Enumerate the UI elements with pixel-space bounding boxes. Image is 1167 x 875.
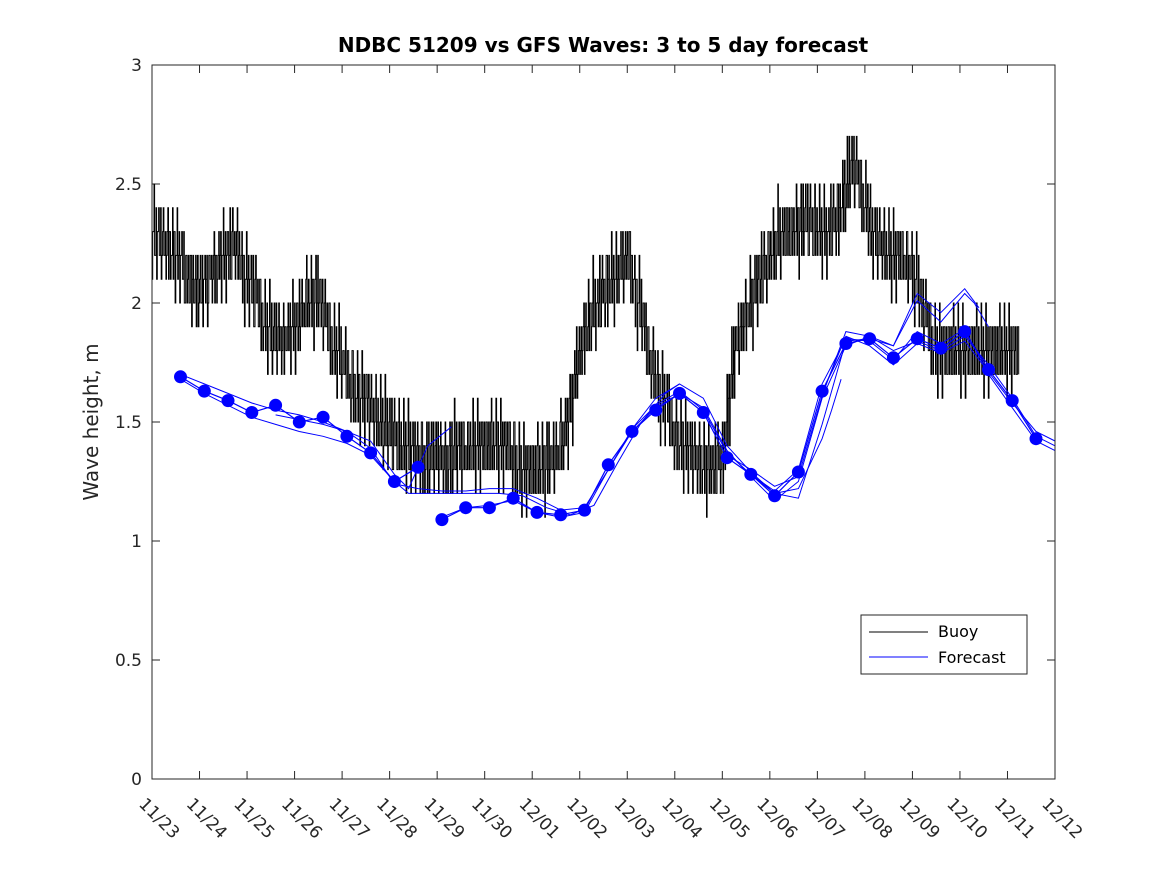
y-axis-label: Wave height, m [79, 343, 103, 500]
forecast-point [744, 467, 758, 481]
x-tick-label: 11/30 [467, 794, 516, 843]
x-tick-label: 11/28 [372, 794, 421, 843]
forecast-point [530, 505, 544, 519]
forecast-point [221, 394, 235, 408]
forecast-point [649, 403, 663, 417]
forecast-point [292, 415, 306, 429]
forecast-point [435, 513, 449, 527]
forecast-point [554, 508, 568, 522]
y-tick-label: 1.5 [115, 413, 142, 433]
chart-title: NDBC 51209 vs GFS Waves: 3 to 5 day fore… [338, 33, 869, 57]
y-tick-label: 2 [131, 294, 142, 314]
forecast-point [578, 503, 591, 517]
forecast-point [982, 363, 995, 377]
y-tick-label: 1 [131, 532, 142, 552]
forecast-point [340, 429, 354, 443]
x-tick-label: 12/08 [847, 794, 896, 843]
legend: Buoy Forecast [860, 614, 1028, 675]
x-tick-label: 12/03 [610, 794, 659, 843]
forecast-point [886, 351, 900, 365]
x-tick-label: 12/06 [752, 794, 801, 843]
x-tick-label: 11/26 [277, 794, 326, 843]
x-tick-label: 11/27 [325, 794, 374, 843]
y-tick-label: 2.5 [115, 175, 142, 195]
forecast-point [506, 491, 520, 505]
buoy-series [152, 135, 1020, 518]
forecast-point [245, 406, 259, 419]
x-tick-label: 12/05 [705, 794, 754, 843]
buoy-line [152, 135, 1020, 518]
x-tick-label: 12/07 [800, 794, 849, 843]
forecast-point [791, 465, 805, 479]
x-tick-label: 12/10 [942, 794, 991, 843]
y-tick-label: 3 [131, 56, 142, 76]
x-tick-label: 11/25 [230, 794, 279, 843]
x-tick-label: 11/23 [134, 794, 183, 843]
forecast-series [174, 287, 1056, 527]
x-tick-label: 11/24 [182, 794, 231, 843]
forecast-point [459, 501, 473, 515]
forecast-point [910, 332, 924, 346]
forecast-point [387, 475, 401, 488]
forecast-point [958, 325, 972, 339]
forecast-point [411, 460, 425, 474]
x-tick-label: 12/11 [990, 794, 1039, 843]
x-tick-label: 12/04 [657, 794, 706, 843]
forecast-point [482, 501, 496, 515]
forecast-point [601, 458, 615, 472]
forecast-point [364, 446, 378, 460]
y-tick-label: 0 [131, 770, 142, 790]
forecast-point [934, 341, 948, 355]
forecast-point [720, 451, 734, 465]
forecast-point [815, 384, 829, 398]
forecast-point [1029, 432, 1043, 446]
forecast-point [625, 425, 639, 438]
forecast-point [197, 384, 211, 398]
x-tick-label: 12/02 [562, 794, 611, 843]
legend-forecast-label: Forecast [938, 648, 1006, 667]
x-tick-label: 12/12 [1037, 794, 1086, 843]
forecast-point [768, 489, 782, 503]
forecast-point [863, 332, 877, 346]
forecast-point [696, 406, 710, 419]
forecast-run-line [180, 378, 680, 516]
x-tick-label: 12/01 [515, 794, 564, 843]
forecast-point [316, 410, 330, 424]
legend-box [860, 614, 1028, 675]
forecast-point [673, 386, 686, 400]
x-tick-label: 12/09 [895, 794, 944, 843]
forecast-point [1005, 394, 1019, 408]
forecast-point [269, 398, 283, 412]
x-tick-label: 11/29 [420, 794, 469, 843]
legend-buoy-label: Buoy [938, 622, 978, 641]
y-tick-label: 0.5 [115, 651, 142, 671]
forecast-point [174, 370, 187, 384]
plot-frame [151, 64, 1056, 780]
forecast-point [839, 337, 853, 350]
